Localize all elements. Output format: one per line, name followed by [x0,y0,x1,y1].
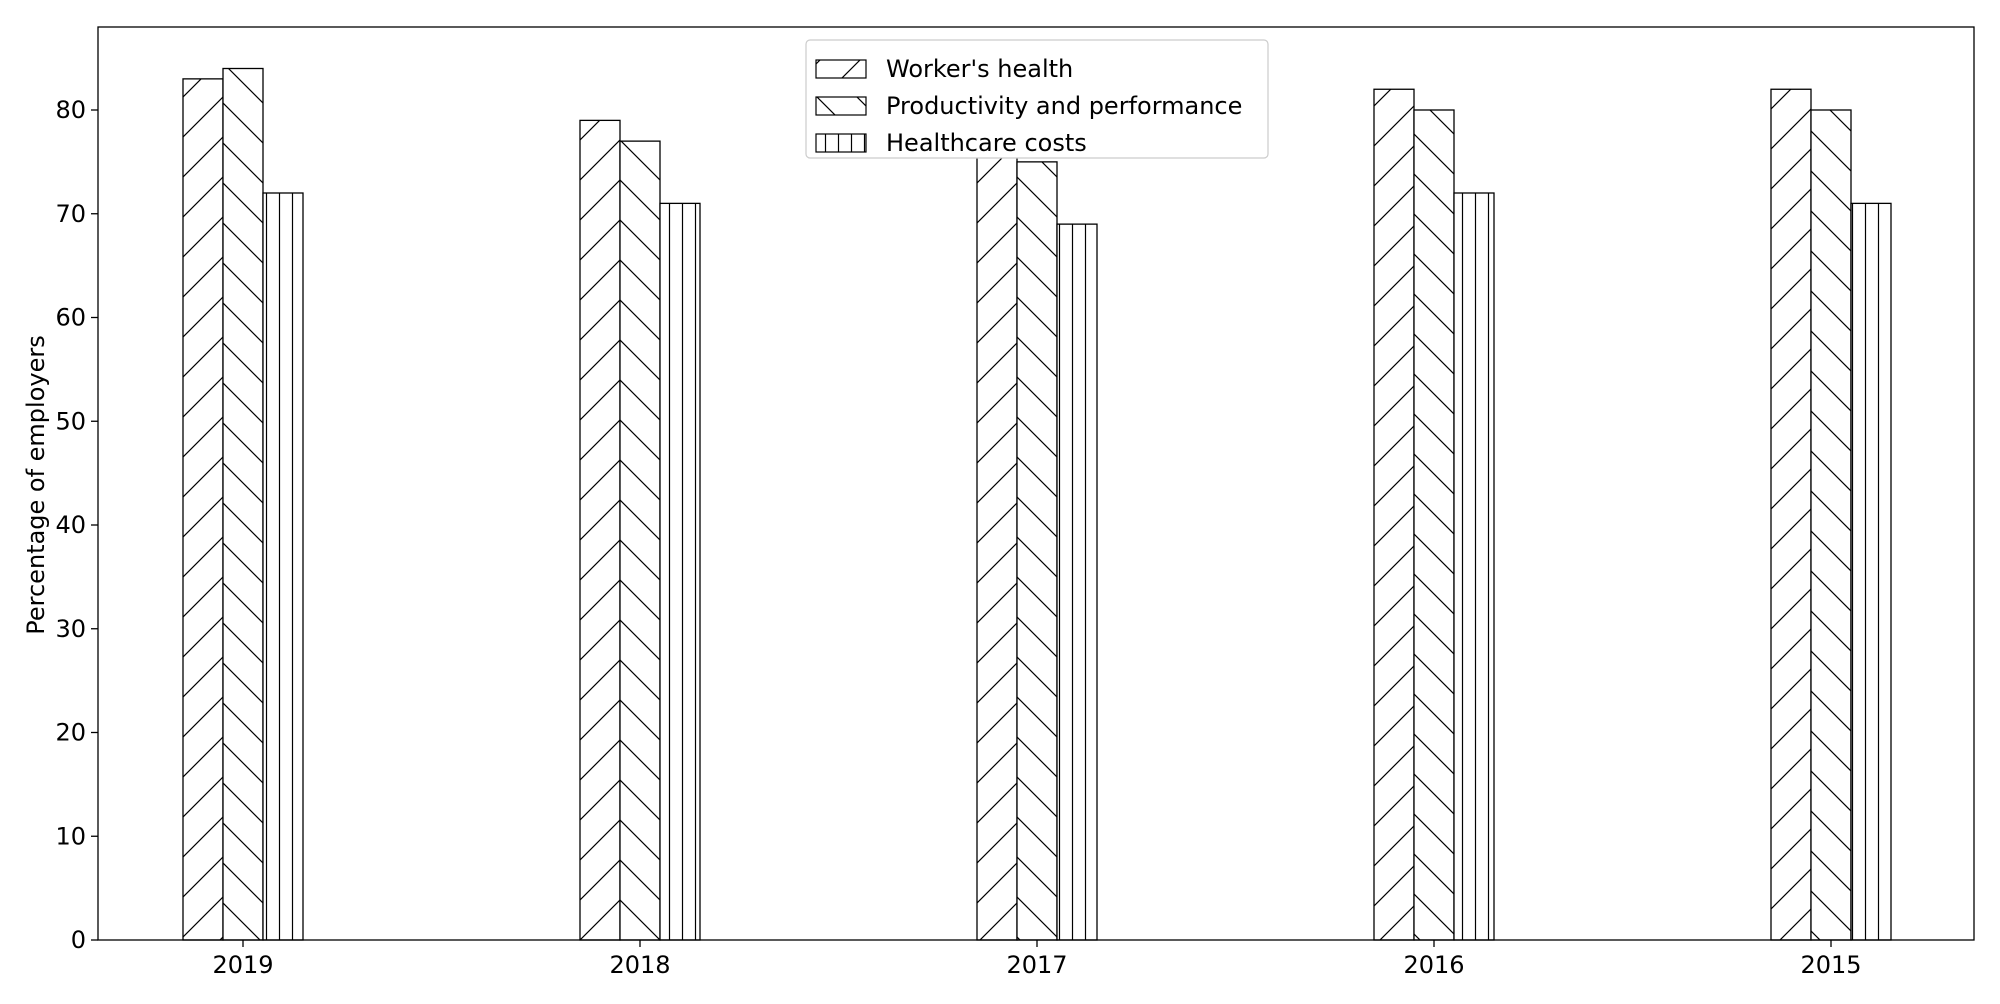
bar-2017-series-0 [976,140,1018,941]
y-axis-label: Percentage of employers [22,335,50,634]
bar-2015-series-2 [1850,202,1892,941]
bar-2018-series-1 [619,140,661,941]
bar-2018-series-2 [659,202,701,941]
legend-label-0: Worker's health [886,55,1073,83]
x-tick-label: 2018 [609,951,670,979]
legend-box [805,39,1269,159]
y-axis: 0 10 20 30 40 50 60 70 80 [55,96,98,954]
y-tick-label: 40 [55,511,86,539]
y-tick-label: 50 [55,407,86,435]
plot-frame [97,26,1975,941]
bar-2019-series-1 [222,67,264,941]
legend-swatch-1 [815,96,867,116]
x-tick-label: 2016 [1403,951,1464,979]
x-tick-label: 2015 [1800,951,1861,979]
plot-area [97,26,1975,941]
y-tick-label: 30 [55,615,86,643]
legend-swatch-0 [815,59,867,79]
bar-2017-series-2 [1056,223,1098,941]
bar-2017-series-1 [1016,161,1058,941]
bar-2019-series-2 [262,192,304,941]
bar-2019-series-0 [182,78,224,941]
x-tick-label: 2019 [212,951,273,979]
y-tick-label: 60 [55,304,86,332]
x-axis: 2019 2018 2017 2016 2015 [212,940,1862,979]
legend-label-2: Healthcare costs [886,129,1087,157]
y-tick-label: 70 [55,200,86,228]
y-tick-label: 10 [55,822,86,850]
bar-2016-series-1 [1413,109,1455,941]
legend: Worker's health Productivity and performa… [805,39,1269,159]
y-tick-label: 20 [55,719,86,747]
bar-2015-series-0 [1770,88,1812,941]
bar-2016-series-0 [1373,88,1415,941]
bar-2018-series-0 [579,119,621,941]
x-tick-label: 2017 [1006,951,1067,979]
bar-2015-series-1 [1810,109,1852,941]
y-tick-label: 0 [71,926,86,954]
legend-swatch-2 [815,133,867,153]
y-tick-label: 80 [55,96,86,124]
legend-label-1: Productivity and performance [886,92,1242,120]
bar-2016-series-2 [1453,192,1495,941]
